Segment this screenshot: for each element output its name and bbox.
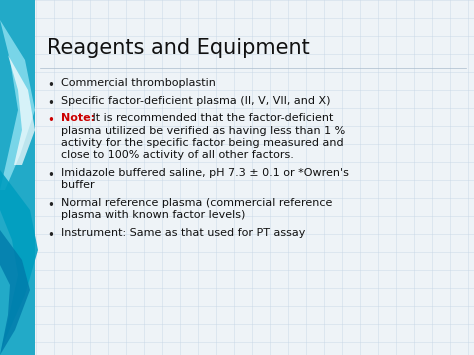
Text: •: •	[47, 97, 54, 109]
Text: •: •	[47, 229, 54, 242]
Polygon shape	[0, 230, 30, 355]
Text: •: •	[47, 169, 54, 182]
Text: Normal reference plasma (commercial reference: Normal reference plasma (commercial refe…	[61, 198, 332, 208]
Text: •: •	[47, 199, 54, 212]
Text: plasma with known factor levels): plasma with known factor levels)	[61, 211, 246, 220]
Text: buffer: buffer	[61, 180, 95, 191]
Text: plasma utilized be verified as having less than 1 %: plasma utilized be verified as having le…	[61, 126, 345, 136]
Text: Instrument: Same as that used for PT assay: Instrument: Same as that used for PT ass…	[61, 228, 305, 238]
Text: Specific factor-deficient plasma (II, V, VII, and X): Specific factor-deficient plasma (II, V,…	[61, 95, 330, 105]
Bar	[0, 0, 35, 355]
Text: •: •	[47, 114, 54, 127]
Polygon shape	[0, 20, 35, 190]
Text: Imidazole buffered saline, pH 7.3 ± 0.1 or *Owren's: Imidazole buffered saline, pH 7.3 ± 0.1 …	[61, 168, 349, 178]
Text: activity for the specific factor being measured and: activity for the specific factor being m…	[61, 138, 344, 148]
Text: Commercial thromboplastin: Commercial thromboplastin	[61, 78, 216, 88]
Text: •: •	[47, 79, 54, 92]
Polygon shape	[8, 55, 35, 165]
Text: Note:: Note:	[61, 113, 95, 123]
Polygon shape	[0, 170, 38, 355]
Text: Reagents and Equipment: Reagents and Equipment	[47, 38, 310, 58]
Text: close to 100% activity of all other factors.: close to 100% activity of all other fact…	[61, 151, 294, 160]
Text: It is recommended that the factor-deficient: It is recommended that the factor-defici…	[89, 113, 333, 123]
